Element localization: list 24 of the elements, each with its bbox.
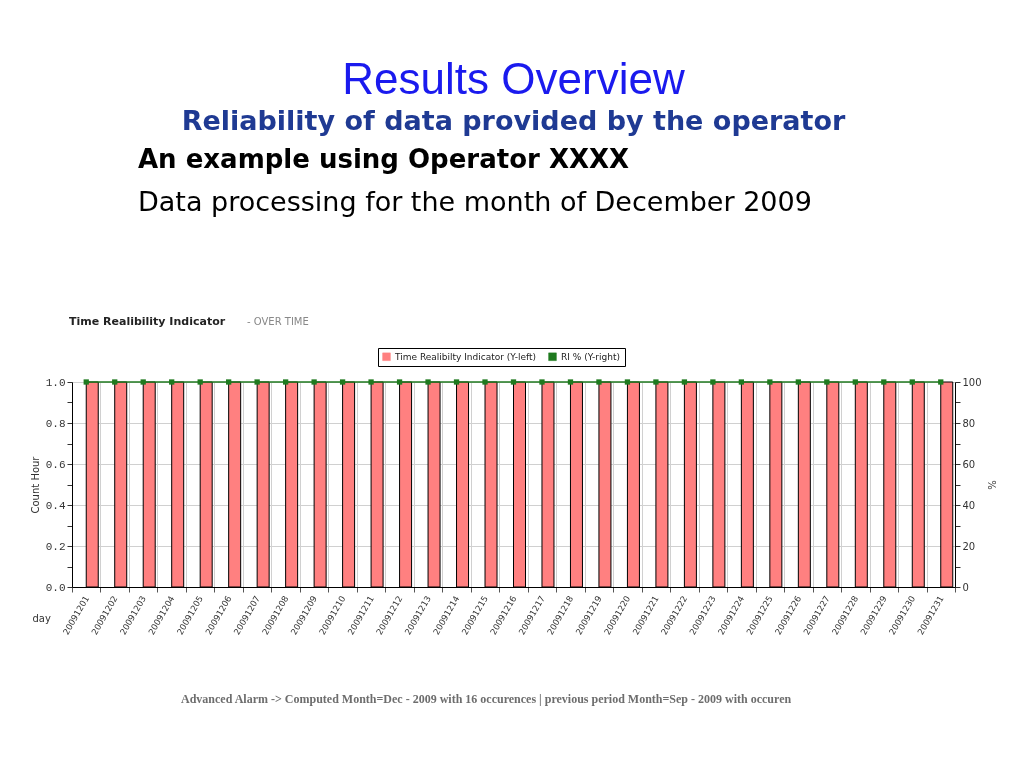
chart-subtitle: Reliability of data provided by the operator: [181, 105, 847, 136]
text: - OVER TIME: [247, 316, 309, 327]
text: Advanced Alarm -> Computed Month=Dec - 2009 with 16 occurences | previous period Month=Sep - 2009 with occuren: [181, 692, 792, 706]
y-tick-label: 0.0: [45, 581, 66, 594]
legend-label: Time Realibilty Indicator (Y-left): [394, 351, 537, 362]
y-tick-label: 0.2: [45, 540, 66, 553]
x-axis-title: day: [32, 612, 51, 624]
legend-label: RI % (Y-right): [561, 351, 621, 362]
y2-tick-label: 0: [962, 581, 969, 593]
y2-tick-label: 60: [962, 458, 976, 470]
y2-tick-label: 20: [962, 540, 976, 552]
y-axis-title: Count Hour: [29, 455, 41, 514]
text: Data processing for the month of December 2009: [138, 186, 812, 217]
y2-axis-title: %: [985, 480, 997, 490]
y-tick-label: 0.8: [45, 417, 66, 430]
y-tick-label: 1.0: [45, 376, 66, 389]
y2-tick-label: 80: [962, 417, 976, 429]
y-tick-label: 0.6: [45, 458, 66, 471]
text: An example using Operator XXXX: [138, 144, 630, 174]
y2-tick-label: 40: [962, 499, 976, 511]
y-tick-label: 0.4: [45, 499, 66, 512]
chart-title: Results Overview: [342, 54, 685, 103]
y2-tick-label: 100: [962, 376, 982, 388]
text: Time Realibility Indicator: [69, 315, 226, 328]
